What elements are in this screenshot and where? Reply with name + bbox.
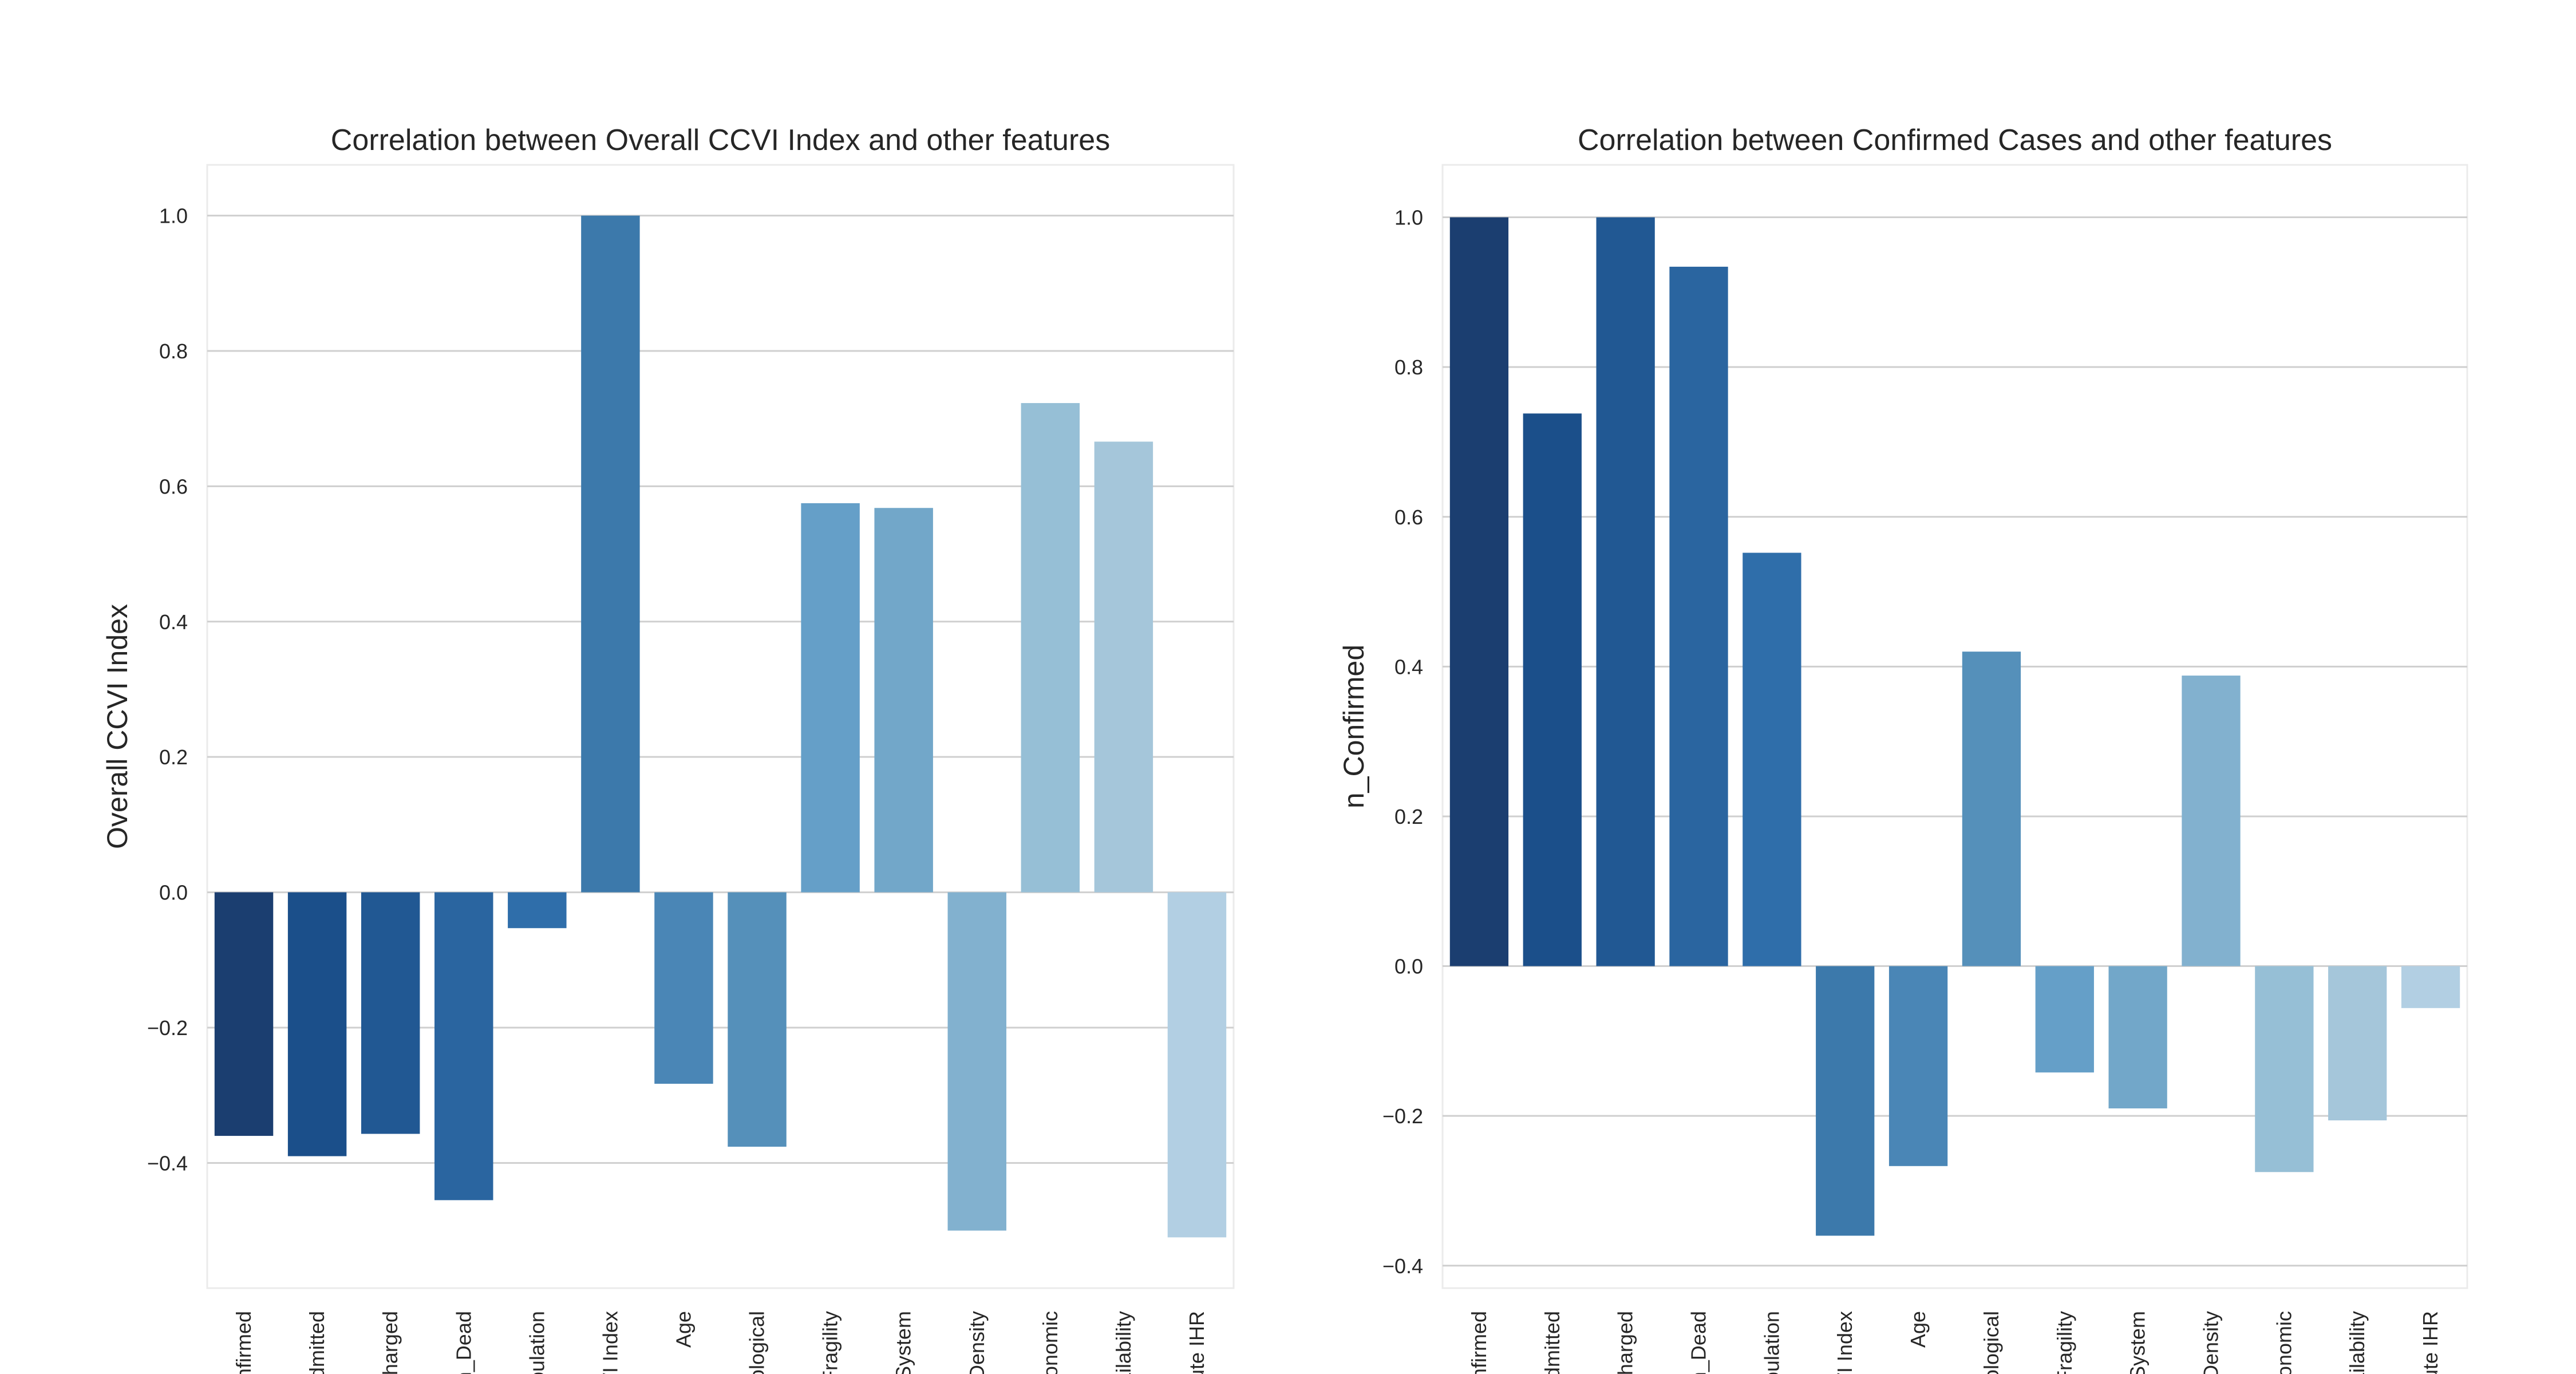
y-tick-label: 1.0 xyxy=(1394,206,1423,230)
y-tick-label: −0.2 xyxy=(147,1016,188,1040)
bar-8 xyxy=(801,503,860,893)
bar-0 xyxy=(1449,217,1509,966)
y-tick-label: 0.8 xyxy=(159,339,188,363)
bar-7 xyxy=(1962,652,2021,966)
x-tick-label: dmitted xyxy=(1540,1311,1564,1374)
bar-5 xyxy=(1816,966,1875,1236)
y-tick-label: −0.2 xyxy=(1382,1104,1423,1128)
x-tick-label: Age xyxy=(671,1311,695,1348)
y-tick-label: 0.0 xyxy=(1394,955,1423,978)
x-tick-label: conomic xyxy=(2272,1311,2296,1374)
bar-12 xyxy=(2328,966,2387,1121)
x-tick-label: System xyxy=(892,1311,915,1374)
bar-1 xyxy=(287,892,347,1156)
x-tick-label: onfirmed xyxy=(1467,1311,1491,1374)
chart-panel-ccvi: Correlation between Overall CCVI Index a… xyxy=(101,124,1235,1374)
bar-10 xyxy=(2182,676,2241,966)
x-tick-label: ailability xyxy=(1112,1311,1135,1374)
bar-13 xyxy=(2401,966,2460,1008)
x-tick-label: cute IHR xyxy=(2419,1311,2442,1374)
x-tick-label: onfirmed xyxy=(232,1311,255,1374)
plot-area xyxy=(1441,164,2468,1289)
chart-title: Correlation between Confirmed Cases and … xyxy=(1578,124,2332,157)
x-tick-label: charged xyxy=(378,1311,402,1374)
bar-1 xyxy=(1523,413,1582,966)
y-tick-label: −0.4 xyxy=(1382,1254,1423,1278)
bar-9 xyxy=(874,508,933,893)
y-tick-label: −0.4 xyxy=(147,1151,188,1175)
x-tick-label: Density xyxy=(2199,1311,2223,1374)
y-tick-label: 0.8 xyxy=(1394,356,1423,379)
x-tick-label: VI Index xyxy=(1833,1311,1856,1374)
x-tick-label: n_Dead xyxy=(452,1311,475,1374)
x-tick-label: n_Dead xyxy=(1687,1311,1710,1374)
x-tick-label: iological xyxy=(1980,1311,2003,1374)
bar-11 xyxy=(1021,403,1080,893)
y-tick-label: 1.0 xyxy=(159,204,188,228)
x-tick-label: conomic xyxy=(1038,1311,1062,1374)
y-axis-label: Overall CCVI Index xyxy=(101,604,133,849)
bar-2 xyxy=(1596,217,1655,966)
bar-9 xyxy=(2108,966,2167,1109)
x-tick-label: ailability xyxy=(2345,1311,2369,1374)
x-tick-label: Density xyxy=(965,1311,989,1374)
bar-3 xyxy=(1669,266,1728,966)
y-tick-label: 0.6 xyxy=(1394,506,1423,529)
bar-12 xyxy=(1094,441,1153,893)
bar-8 xyxy=(2035,966,2094,1073)
plot-area xyxy=(206,164,1235,1289)
y-axis-label: n_Confirmed xyxy=(1338,645,1370,808)
x-tick-label: cute IHR xyxy=(1185,1311,1208,1374)
y-tick-label: 0.2 xyxy=(1394,805,1423,828)
x-tick-label: pulation xyxy=(525,1311,548,1374)
chart-panel-confirmed: Correlation between Confirmed Cases and … xyxy=(1338,124,2468,1374)
x-tick-label: dmitted xyxy=(305,1311,329,1374)
y-tick-label: 0.2 xyxy=(159,745,188,769)
x-tick-label: iological xyxy=(745,1311,769,1374)
bar-4 xyxy=(1743,552,1801,966)
x-tick-label: pulation xyxy=(1760,1311,1783,1374)
bar-10 xyxy=(947,892,1006,1231)
bar-6 xyxy=(1888,966,1948,1166)
x-tick-label: Age xyxy=(1906,1311,1930,1348)
x-tick-label: charged xyxy=(1614,1311,1637,1374)
y-tick-label: 0.4 xyxy=(1394,655,1423,678)
bar-4 xyxy=(508,892,567,929)
bar-5 xyxy=(581,215,640,893)
y-tick-label: 0.0 xyxy=(159,881,188,905)
y-tick-label: 0.4 xyxy=(159,610,188,634)
x-tick-label: System xyxy=(2126,1311,2150,1374)
bar-3 xyxy=(434,892,493,1201)
bar-2 xyxy=(361,892,420,1134)
x-tick-label: Fragility xyxy=(819,1311,842,1374)
x-tick-label: VI Index xyxy=(598,1311,622,1374)
chart-title: Correlation between Overall CCVI Index a… xyxy=(331,124,1110,157)
x-tick-label: Fragility xyxy=(2053,1311,2076,1374)
bar-0 xyxy=(214,892,274,1136)
bar-7 xyxy=(728,892,787,1147)
bar-13 xyxy=(1167,892,1227,1238)
bar-11 xyxy=(2255,966,2314,1172)
bar-6 xyxy=(654,892,713,1084)
y-tick-label: 0.6 xyxy=(159,475,188,498)
